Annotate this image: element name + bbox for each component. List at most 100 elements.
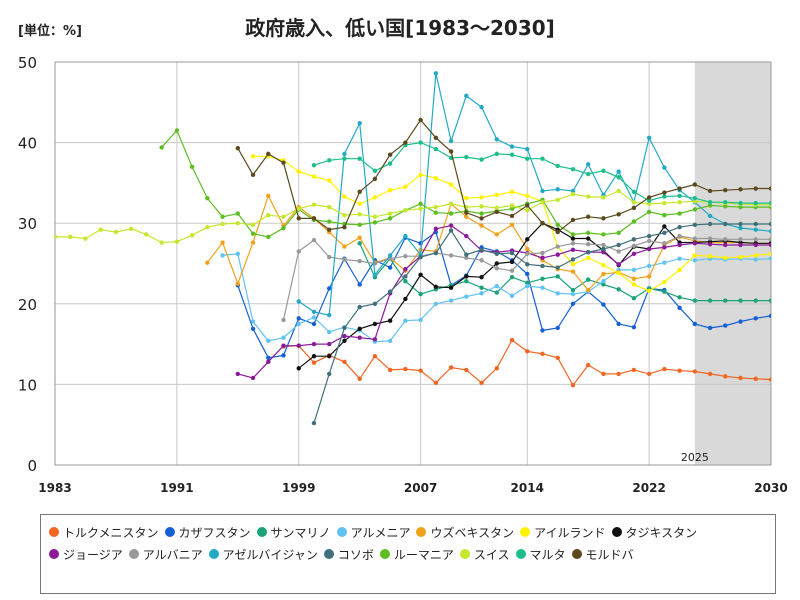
data-point (296, 206, 301, 211)
data-point (768, 186, 771, 191)
data-point (631, 205, 637, 211)
data-point (509, 144, 515, 149)
data-point (342, 359, 347, 365)
data-point (525, 156, 530, 161)
x-tick-label: 1999 (282, 481, 315, 495)
data-point (479, 285, 484, 290)
data-point (357, 189, 362, 194)
series-line (283, 339, 771, 387)
data-point (738, 187, 743, 192)
series-line (237, 231, 771, 359)
series-line (222, 253, 771, 343)
data-point (281, 335, 286, 340)
data-point (448, 149, 454, 154)
data-point (525, 146, 530, 152)
data-point (128, 226, 134, 232)
data-point (601, 242, 606, 248)
data-point (494, 366, 499, 371)
y-tick-label: 20 (18, 296, 37, 314)
data-point (555, 187, 560, 192)
data-point (433, 210, 439, 215)
data-point (555, 197, 560, 203)
y-tick-label: 0 (27, 457, 37, 475)
data-point (585, 230, 591, 236)
data-point (296, 321, 301, 327)
data-point (677, 211, 682, 216)
data-point (464, 367, 469, 373)
data-point (646, 198, 652, 203)
legend-label: アイルランド (534, 525, 606, 540)
legend-label: ウズベキスタン (430, 525, 515, 540)
data-point (418, 201, 423, 207)
data-point (723, 200, 728, 205)
data-point (601, 195, 606, 200)
data-point (311, 174, 317, 179)
data-point (768, 251, 771, 257)
data-point (707, 371, 713, 377)
data-point (601, 302, 606, 307)
data-point (418, 140, 423, 145)
data-point (403, 184, 408, 190)
data-point (631, 324, 637, 330)
data-point (662, 165, 667, 170)
data-point (509, 213, 515, 219)
y-tick-label: 30 (18, 215, 37, 233)
data-point (448, 223, 454, 228)
data-point (692, 182, 698, 187)
data-point (540, 188, 545, 194)
legend-marker (256, 527, 267, 537)
data-point (479, 291, 484, 296)
data-point (387, 367, 393, 373)
data-point (738, 200, 743, 206)
data-point (540, 276, 545, 282)
data-point (464, 233, 469, 239)
data-point (768, 242, 771, 248)
data-point (784, 252, 788, 256)
legend-label: ルーマニア (393, 547, 454, 562)
data-point (570, 301, 576, 306)
data-point (266, 355, 271, 361)
data-point (266, 212, 271, 218)
legend-item: トルクメニスタン (49, 521, 159, 543)
data-point (220, 253, 225, 258)
data-point (372, 353, 378, 359)
data-point (784, 203, 788, 207)
data-point (601, 371, 606, 377)
data-point (494, 209, 499, 215)
data-point (707, 221, 713, 227)
data-point (540, 200, 545, 205)
data-point (387, 216, 393, 221)
data-point (601, 279, 606, 284)
legend-item: マルタ (515, 543, 566, 565)
data-point (540, 221, 545, 226)
data-point (601, 246, 606, 252)
data-point (509, 152, 515, 157)
data-point (311, 237, 317, 243)
data-point (631, 295, 637, 301)
data-point (509, 337, 515, 343)
data-point (692, 253, 698, 258)
data-point (250, 172, 256, 178)
data-point (616, 270, 621, 276)
data-point (753, 253, 758, 258)
data-point (296, 216, 301, 221)
data-point (433, 135, 439, 140)
data-point (235, 221, 241, 226)
data-point (768, 229, 771, 234)
data-point (281, 353, 286, 358)
data-point (707, 298, 713, 303)
unit-label: [単位：%] (18, 24, 82, 39)
y-tick-label: 50 (18, 54, 37, 72)
data-point (372, 214, 378, 219)
data-point (540, 156, 545, 161)
data-point (784, 377, 788, 381)
data-point (631, 267, 637, 273)
data-point (479, 216, 484, 221)
data-point (525, 262, 530, 267)
legend-item: アルバニア (128, 543, 203, 565)
data-point (327, 371, 332, 377)
data-point (753, 237, 758, 242)
data-point (327, 312, 332, 318)
data-point (784, 186, 788, 190)
legend-marker (336, 527, 347, 537)
